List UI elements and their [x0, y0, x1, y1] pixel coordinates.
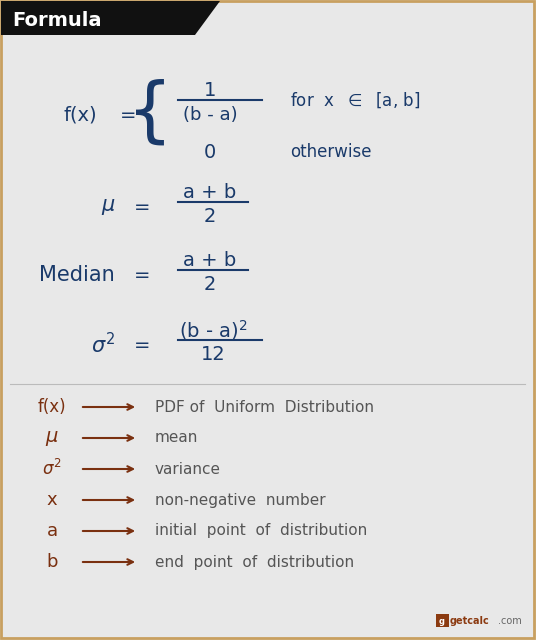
Text: =: =	[134, 266, 150, 285]
Text: $\sigma^2$: $\sigma^2$	[91, 332, 115, 358]
Text: 1: 1	[204, 81, 216, 99]
Text: Formula: Formula	[12, 10, 101, 29]
Text: a + b: a + b	[183, 252, 236, 271]
Text: 2: 2	[204, 275, 216, 294]
Text: $\sigma^2$: $\sigma^2$	[42, 459, 62, 479]
Text: a + b: a + b	[183, 184, 236, 202]
Text: (b - a)$^2$: (b - a)$^2$	[179, 318, 247, 342]
Text: Median: Median	[39, 265, 115, 285]
Text: $\mu$: $\mu$	[45, 429, 59, 447]
FancyBboxPatch shape	[436, 614, 449, 627]
Text: 2: 2	[204, 207, 216, 225]
Text: f(x): f(x)	[63, 106, 97, 125]
Text: =: =	[134, 335, 150, 355]
Text: $\mu$: $\mu$	[101, 197, 115, 217]
Text: non-negative  number: non-negative number	[155, 493, 326, 508]
Polygon shape	[1, 1, 220, 35]
Text: getcalc: getcalc	[450, 616, 490, 626]
Text: a: a	[47, 522, 57, 540]
Text: 12: 12	[200, 344, 225, 364]
Text: otherwise: otherwise	[290, 143, 371, 161]
Text: =: =	[120, 106, 136, 125]
Text: {: {	[127, 79, 173, 147]
Text: for  x  $\in$  [a, b]: for x $\in$ [a, b]	[290, 90, 420, 110]
Text: =: =	[134, 198, 150, 216]
Text: (b - a): (b - a)	[183, 106, 237, 124]
Text: PDF of  Uniform  Distribution: PDF of Uniform Distribution	[155, 399, 374, 415]
Text: 0: 0	[204, 143, 216, 161]
Text: g: g	[439, 616, 445, 625]
Text: mean: mean	[155, 431, 198, 445]
Text: .com: .com	[498, 616, 522, 626]
Text: initial  point  of  distribution: initial point of distribution	[155, 524, 367, 538]
Text: b: b	[46, 553, 58, 571]
Text: f(x): f(x)	[38, 398, 66, 416]
Text: end  point  of  distribution: end point of distribution	[155, 554, 354, 570]
Text: x: x	[47, 491, 57, 509]
Text: variance: variance	[155, 461, 221, 477]
